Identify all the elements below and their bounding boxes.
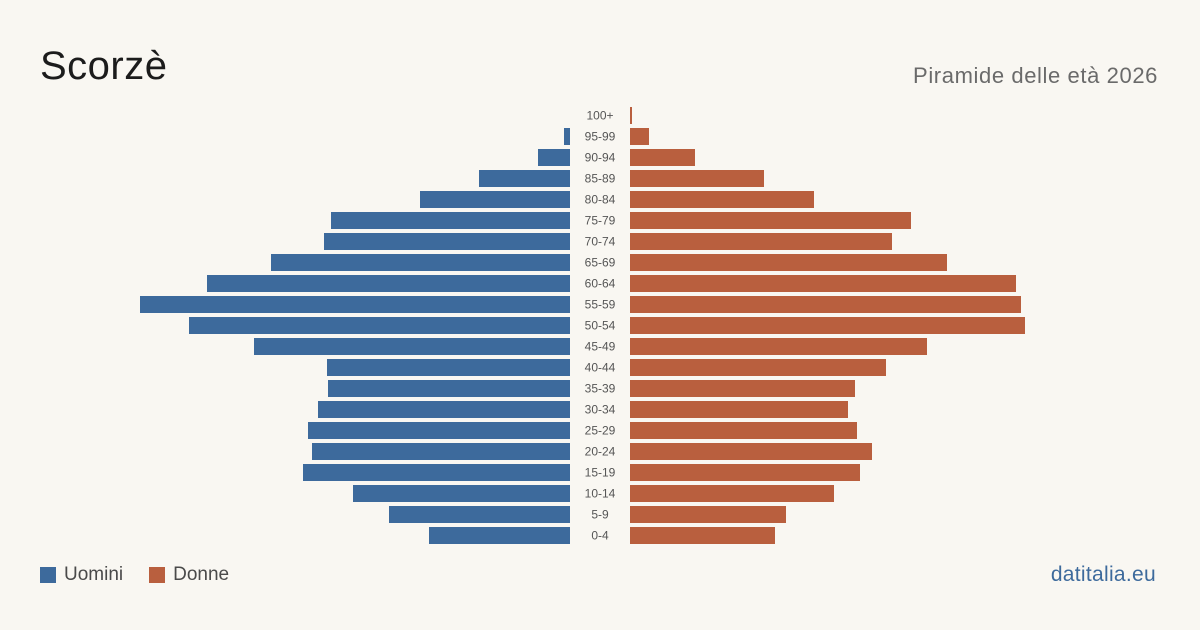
bar-men-80-84: [420, 191, 570, 208]
bar-women-80-84: [630, 191, 814, 208]
bar-women-30-34: [630, 401, 848, 418]
bar-women-85-89: [630, 170, 764, 187]
bar-women-25-29: [630, 422, 857, 439]
bar-men-10-14: [353, 485, 570, 502]
bar-men-15-19: [303, 464, 570, 481]
legend-label-men: Uomini: [64, 564, 124, 585]
age-label: 50-54: [585, 319, 616, 333]
bar-men-5-9: [389, 506, 570, 523]
page-title: Scorzè: [40, 44, 168, 88]
bar-women-10-14: [630, 485, 834, 502]
bar-women-50-54: [630, 317, 1025, 334]
bar-women-75-79: [630, 212, 911, 229]
bar-men-50-54: [189, 317, 570, 334]
bar-men-70-74: [324, 233, 570, 250]
legend-swatch-men: [40, 567, 56, 583]
bar-women-55-59: [630, 296, 1021, 313]
age-label: 10-14: [585, 487, 616, 501]
age-label: 20-24: [585, 445, 616, 459]
bar-women-40-44: [630, 359, 886, 376]
bar-men-40-44: [327, 359, 570, 376]
age-label: 75-79: [585, 214, 616, 228]
age-label: 15-19: [585, 466, 616, 480]
bar-men-0-4: [429, 527, 570, 544]
bar-women-0-4: [630, 527, 775, 544]
legend-label-women: Donne: [173, 564, 230, 585]
age-label: 45-49: [585, 340, 616, 354]
bar-men-95-99: [564, 128, 570, 145]
age-label: 35-39: [585, 382, 616, 396]
bar-women-35-39: [630, 380, 855, 397]
bar-men-90-94: [538, 149, 570, 166]
age-label: 95-99: [585, 130, 616, 144]
bar-men-85-89: [479, 170, 570, 187]
age-label: 70-74: [585, 235, 616, 249]
age-label: 65-69: [585, 256, 616, 270]
age-label: 80-84: [585, 193, 616, 207]
bar-men-55-59: [140, 296, 570, 313]
bar-men-60-64: [207, 275, 570, 292]
bar-women-90-94: [630, 149, 695, 166]
bar-women-65-69: [630, 254, 947, 271]
age-label: 85-89: [585, 172, 616, 186]
bar-men-45-49: [254, 338, 570, 355]
bar-men-30-34: [318, 401, 570, 418]
age-label: 5-9: [591, 508, 609, 522]
bar-men-20-24: [312, 443, 570, 460]
age-label: 40-44: [585, 361, 616, 375]
age-label: 100+: [586, 109, 613, 123]
legend-item-men: Uomini: [40, 564, 123, 586]
bar-women-70-74: [630, 233, 892, 250]
age-label: 60-64: [585, 277, 616, 291]
age-label: 25-29: [585, 424, 616, 438]
legend-item-women: Donne: [149, 564, 229, 586]
brand-link[interactable]: datitalia.eu: [1050, 563, 1156, 586]
age-label: 30-34: [585, 403, 616, 417]
bar-men-35-39: [328, 380, 570, 397]
bar-women-100+: [630, 107, 632, 124]
bar-women-45-49: [630, 338, 927, 355]
age-label: 55-59: [585, 298, 616, 312]
bar-women-60-64: [630, 275, 1016, 292]
bar-women-20-24: [630, 443, 872, 460]
bar-men-75-79: [331, 212, 570, 229]
age-label: 90-94: [585, 151, 616, 165]
age-label: 0-4: [591, 529, 609, 543]
chart-subtitle: Piramide delle età 2026: [913, 63, 1158, 88]
chart-legend: Uomini Donne: [40, 564, 255, 586]
bar-men-25-29: [308, 422, 570, 439]
bar-women-15-19: [630, 464, 860, 481]
bar-women-95-99: [630, 128, 649, 145]
legend-swatch-women: [149, 567, 166, 583]
bar-men-65-69: [271, 254, 570, 271]
bar-women-5-9: [630, 506, 786, 523]
